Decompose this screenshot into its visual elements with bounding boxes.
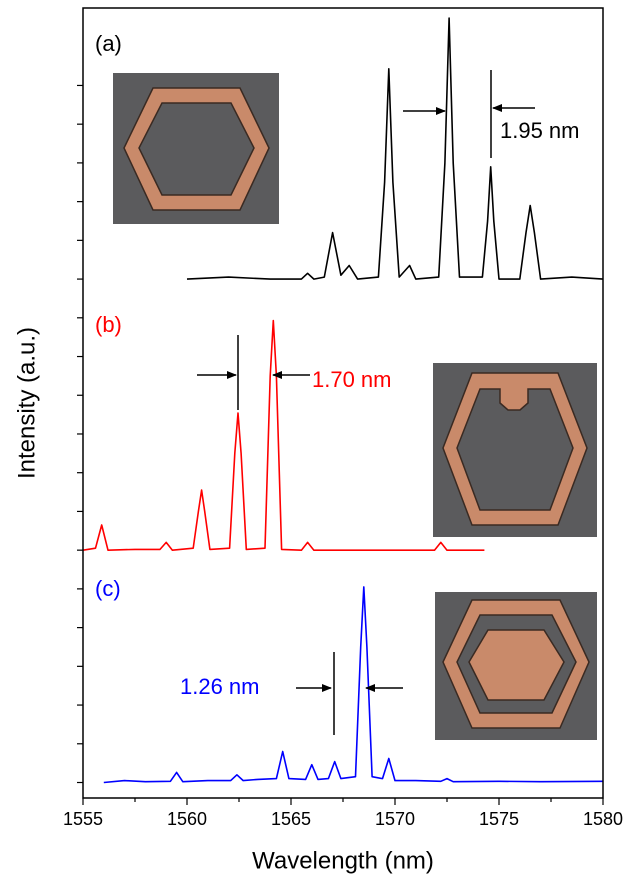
y-axis-label: Intensity (a.u.) <box>13 327 40 479</box>
disk-c <box>468 629 565 701</box>
x-tick-label: 1555 <box>63 809 103 829</box>
spectrum-line <box>82 319 485 551</box>
x-tick-label: 1575 <box>479 809 519 829</box>
annotation: 1.26 nm <box>180 674 260 699</box>
plot <box>82 17 604 784</box>
panel-label: (a) <box>95 31 122 56</box>
annotation: 1.70 nm <box>312 367 392 392</box>
spectrum-line <box>186 17 604 280</box>
annotation: 1.95 nm <box>500 118 580 143</box>
insets <box>113 73 597 740</box>
panel-label: (b) <box>95 312 122 337</box>
panel-label: (c) <box>95 576 121 601</box>
spectrum-line <box>103 586 604 784</box>
x-tick-label: 1580 <box>583 809 623 829</box>
x-axis-label: Wavelength (nm) <box>252 847 434 874</box>
x-tick-label: 1560 <box>167 809 207 829</box>
annotation-marks <box>197 70 535 735</box>
hole-a <box>138 102 255 196</box>
x-tick-label: 1570 <box>375 809 415 829</box>
x-tick-label: 1565 <box>271 809 311 829</box>
hole-b <box>456 388 574 511</box>
